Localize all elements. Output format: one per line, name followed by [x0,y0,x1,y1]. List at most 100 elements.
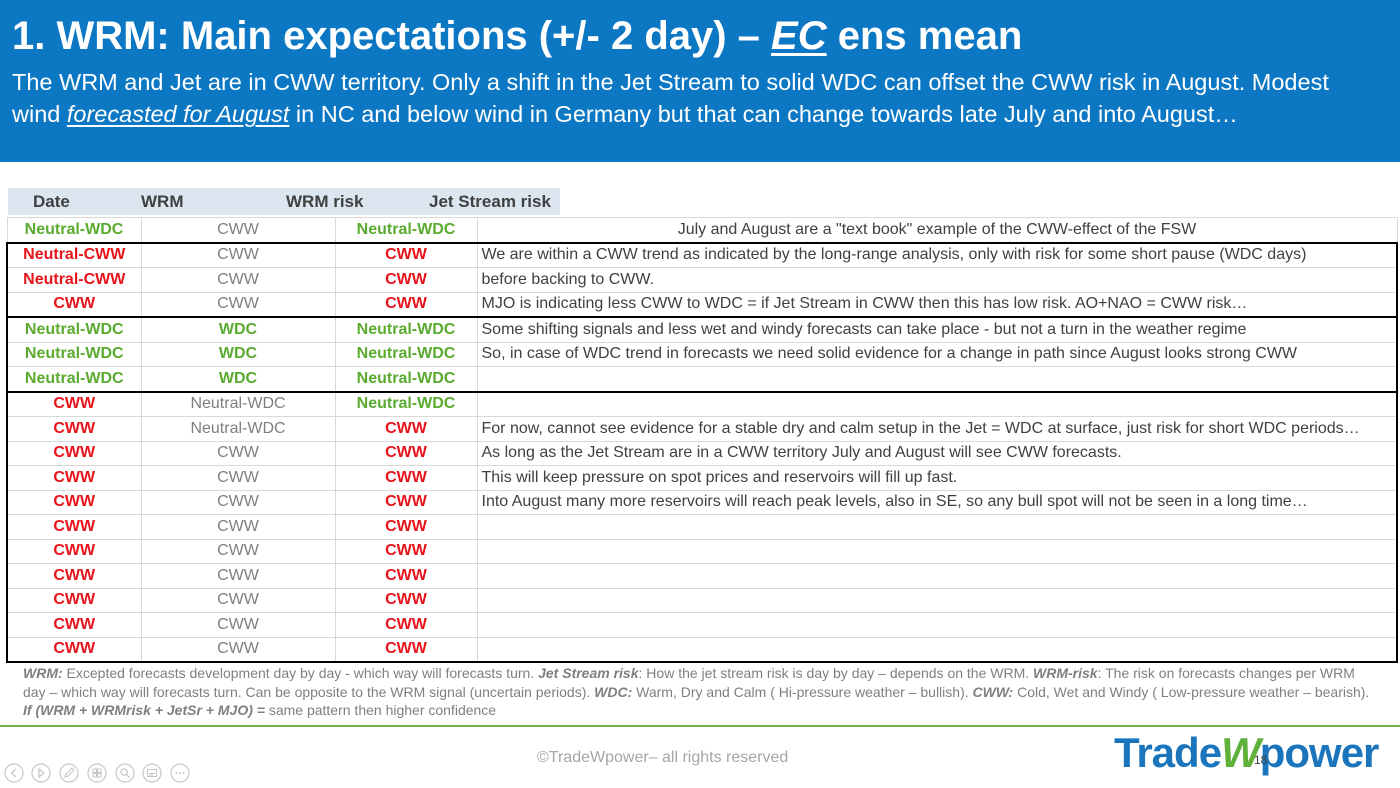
comment-cell: MJO is indicating less CWW to WDC = if J… [476,291,1398,318]
comment-cell: So, in case of WDC trend in forecasts we… [476,341,1398,367]
signal-cell-1: CWW [6,612,142,638]
signal-cell-1: CWW [6,636,142,663]
signal-cell-1: Neutral-WDC [6,316,142,343]
comment-cell [476,587,1398,613]
zoom-icon [115,763,135,783]
signal-cell-3: Neutral-WDC [334,341,478,367]
wrm-signal-table: Neutral-WDC CWW Neutral-WDC July and August… [6,217,1398,663]
table-header: Date WRM WRM risk Jet Stream risk [8,188,560,215]
pen-tool-button[interactable] [59,763,79,783]
column-header-wrm-risk: WRM risk [286,192,364,211]
signal-cell-2: WDC [140,366,336,392]
signal-cell-3: CWW [334,612,478,638]
subtitles-button[interactable] [142,763,162,783]
signal-cell-1: CWW [6,391,142,417]
comment-cell: We are within a CWW trend as indicated b… [476,242,1398,268]
signal-cell-2: CWW [140,242,336,268]
comment-cell [476,636,1398,663]
signal-cell-3: CWW [334,291,478,318]
logo-text-power: power [1259,729,1380,776]
subtitle-text-end: in NC and below wind in Germany but that… [289,101,1238,127]
next-slide-icon [31,763,51,783]
copyright-text: ©TradeWpower– all rights reserved [537,749,789,766]
signal-cell-1: CWW [6,489,142,515]
tradewpower-logo: TradeWpower [1114,728,1380,778]
signal-cell-2: WDC [140,316,336,343]
logo-w-mark: W [1221,729,1261,776]
comment-cell: July and August are a "text book" exampl… [476,217,1398,243]
signal-cell-1: CWW [6,465,142,491]
pen-icon [59,763,79,783]
previous-slide-button[interactable] [4,763,24,783]
comment-cell: As long as the Jet Stream are in a CWW t… [476,440,1398,466]
signal-cell-2: CWW [140,514,336,540]
table-row: CWW CWW CWW [6,612,1398,638]
signal-cell-3: CWW [334,514,478,540]
footnote-definition: Warm, Dry and Calm ( Hi-pressure weather… [632,683,973,700]
signal-cell-2: Neutral-WDC [140,391,336,417]
column-header-date: Date [33,192,70,211]
comment-cell [476,563,1398,589]
table-row: Neutral-CWW CWW CWW We are within a CWW tre… [6,242,1398,268]
footnote-term: WDC: [594,683,633,700]
comment-cell: For now, cannot see evidence for a stabl… [476,416,1398,442]
framed-row-group: Neutral-WDC WDC Neutral-WDC Some shifting s… [6,316,1398,392]
signal-cell-3: CWW [334,416,478,442]
signal-cell-2: CWW [140,538,336,564]
table-row: CWW CWW CWW Into August many more reservoir… [6,489,1398,515]
more-options-button[interactable] [170,763,190,783]
next-slide-button[interactable] [31,763,51,783]
signal-cell-1: CWW [6,514,142,540]
comment-cell [476,538,1398,564]
table-row: CWW CWW CWW MJO is indicating less CWW to W… [6,291,1398,318]
comment-cell [476,514,1398,540]
page-number: 18 [1254,753,1268,767]
signal-cell-1: CWW [6,440,142,466]
slides-grid-icon [87,763,107,783]
signal-cell-2: Neutral-WDC [140,416,336,442]
signal-cell-2: CWW [140,636,336,663]
footnote-definition: : The risk on forecasts changes per WRM … [23,665,1355,700]
footer-divider [0,725,1400,727]
table-row: Neutral-WDC WDC Neutral-WDC Some shifting s… [6,316,1398,343]
footnote-term: If (WRM + WRMrisk + JetSr + MJO) = [23,702,265,718]
table-row: CWW CWW CWW As long as the Jet Stream are i… [6,440,1398,466]
signal-cell-3: CWW [334,465,478,491]
comment-cell [476,612,1398,638]
table-row: CWW CWW CWW [6,587,1398,613]
signal-cell-1: Neutral-CWW [6,267,142,293]
subtitle-text: The WRM and Jet are in CWW territory. On… [12,69,1329,127]
comment-cell [476,391,1398,417]
signal-cell-1: CWW [6,587,142,613]
slide-subtitle: The WRM and Jet are in CWW territory. On… [12,66,1362,130]
table-row: CWW CWW CWW [6,538,1398,564]
signal-cell-2: CWW [140,267,336,293]
slides-grid-button[interactable] [87,763,107,783]
framed-row-group: CWW Neutral-WDC Neutral-WDC CWW Neutral-WDC C… [6,391,1398,663]
signal-cell-2: CWW [140,440,336,466]
table-row: CWW CWW CWW [6,636,1398,663]
table-row: CWW Neutral-WDC Neutral-WDC [6,391,1398,417]
signal-cell-1: CWW [6,416,142,442]
footnote-definition: same pattern then higher confidence [264,702,497,718]
column-header-jet-stream-risk: Jet Stream risk [429,192,551,211]
comment-cell: Some shifting signals and less wet and w… [476,316,1398,343]
logo-text-trade: Trade [1114,729,1222,776]
table-row: CWW Neutral-WDC CWW For now, cannot see evi… [6,416,1398,442]
signal-cell-3: CWW [334,489,478,515]
signal-cell-3: Neutral-WDC [334,391,478,417]
signal-cell-2: CWW [140,465,336,491]
signal-cell-2: CWW [140,217,336,243]
zoom-button[interactable] [115,763,135,783]
footnote-term: CWW: [972,683,1014,700]
footnote-term: Jet Stream risk [538,665,639,681]
table-row: Neutral-WDC WDC Neutral-WDC So, in case of … [6,341,1398,367]
signal-cell-3: CWW [334,440,478,466]
legend-footnote: WRM: Excepted forecasts development day … [23,664,1373,720]
table-row: Neutral-CWW CWW CWW before backing to CWW. [6,267,1398,293]
signal-cell-1: Neutral-WDC [6,217,142,243]
signal-cell-1: CWW [6,291,142,318]
signal-cell-1: CWW [6,563,142,589]
signal-cell-2: CWW [140,612,336,638]
table-row: Neutral-WDC WDC Neutral-WDC [6,366,1398,392]
